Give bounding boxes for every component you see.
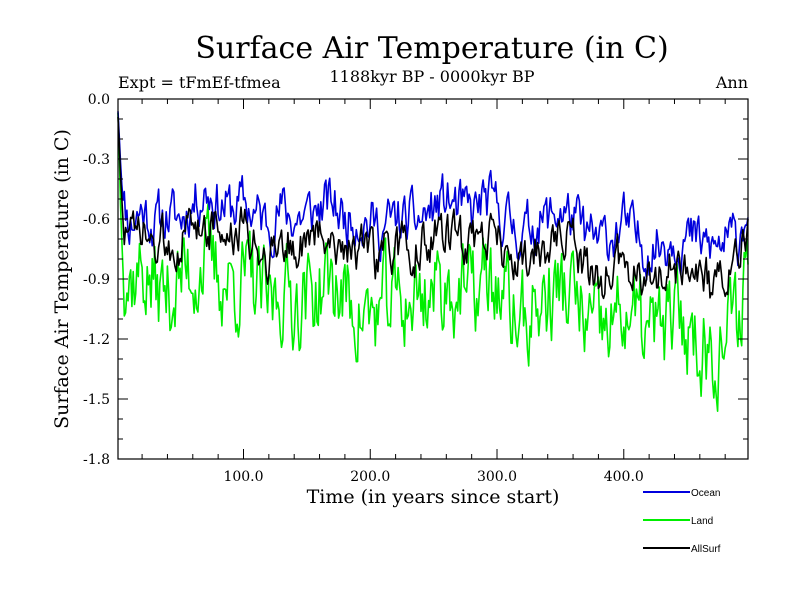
series-line-land (117, 112, 749, 413)
y-tick-label: -0.3 (83, 152, 110, 168)
x-tick-label: 100.0 (223, 469, 263, 485)
legend-label-allsurf: AllSurf (691, 544, 721, 555)
y-tick-label: -0.9 (83, 272, 110, 288)
series-line-allsurf (117, 116, 749, 300)
legend-label-land: Land (691, 516, 713, 527)
season-label: Ann (715, 73, 748, 92)
y-tick-label: 0.0 (88, 92, 110, 108)
x-axis-label: Time (in years since start) (307, 486, 560, 508)
x-tick-label: 400.0 (604, 469, 644, 485)
legend: Ocean Land AllSurf (643, 488, 721, 555)
chart-title: Surface Air Temperature (in C) (195, 31, 668, 66)
x-tick-label: 200.0 (350, 469, 390, 485)
y-tick-label: -1.2 (83, 332, 110, 348)
y-axis-label: Surface Air Temperature (in C) (51, 129, 73, 429)
experiment-label: Expt = tFmEf-tfmea (118, 73, 281, 92)
series-layer (117, 111, 749, 413)
legend-label-ocean: Ocean (691, 488, 720, 499)
axes-layer: 0.0 -0.3 -0.6 -0.9 -1.2 -1.5 -1.8 100.0 200.0 300… (83, 92, 748, 485)
y-tick-label: -1.8 (83, 452, 110, 468)
y-tick-label: -0.6 (83, 212, 110, 228)
series-line-ocean (117, 111, 749, 281)
chart-subtitle: 1188kyr BP - 0000kyr BP (330, 67, 535, 86)
x-tick-label: 300.0 (477, 469, 517, 485)
y-tick-label: -1.5 (83, 392, 110, 408)
